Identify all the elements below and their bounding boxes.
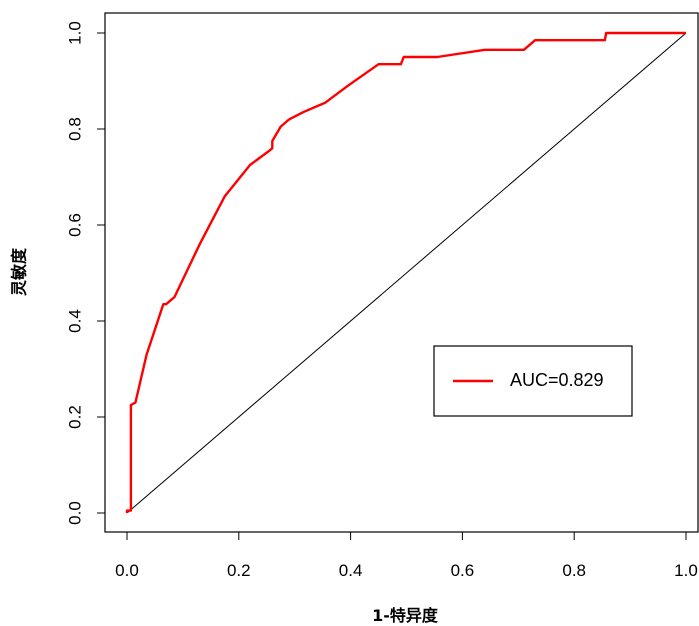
roc-curve-series	[125, 31, 686, 513]
x-axis-label: 1-特异度	[372, 606, 439, 625]
x-tick-label: 0.0	[115, 561, 139, 580]
plot-frame	[104, 12, 699, 533]
x-tick-label: 1.0	[674, 561, 698, 580]
y-axis-label: 灵敏度	[10, 247, 29, 296]
reference-diagonal-line	[126, 32, 687, 514]
x-axis: 0.0 0.2 0.4 0.6 0.8 1.0	[115, 532, 698, 580]
y-tick-label: 0.0	[65, 501, 84, 525]
y-tick-label: 0.8	[65, 117, 84, 141]
x-tick-label: 0.4	[339, 561, 363, 580]
x-tick-label: 0.8	[562, 561, 586, 580]
legend: AUC=0.829	[433, 345, 633, 417]
y-tick-label: 0.4	[65, 309, 84, 333]
x-tick-label: 0.6	[451, 561, 475, 580]
x-tick-label: 0.2	[227, 561, 251, 580]
y-axis: 0.0 0.2 0.4 0.6 0.8 1.0	[65, 21, 105, 525]
y-tick-label: 0.2	[65, 405, 84, 429]
y-tick-label: 0.6	[65, 213, 84, 237]
legend-label: AUC=0.829	[510, 370, 604, 390]
y-tick-label: 1.0	[65, 21, 84, 45]
